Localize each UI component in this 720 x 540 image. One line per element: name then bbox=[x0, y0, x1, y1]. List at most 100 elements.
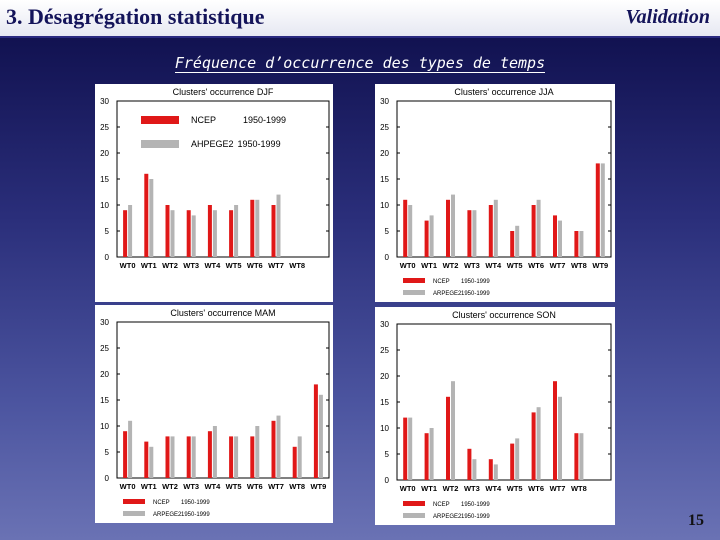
ncep-bar-wt4 bbox=[207, 205, 212, 257]
x-tick-label: WT2 bbox=[162, 261, 178, 270]
y-tick-label: 15 bbox=[380, 398, 389, 407]
arpege-bar-wt5 bbox=[234, 436, 239, 478]
arpege-bar-wt7 bbox=[276, 194, 281, 257]
x-tick-label: WT7 bbox=[268, 482, 284, 491]
x-tick-label: WT0 bbox=[120, 482, 136, 491]
slide-subtitle-text: Fréquence d’occurrence des types de temp… bbox=[174, 54, 546, 73]
ncep-bar-wt2 bbox=[446, 396, 450, 480]
legend-series-period: 1950-1999 bbox=[181, 500, 210, 506]
y-tick-label: 5 bbox=[385, 450, 390, 459]
legend-swatch bbox=[123, 499, 145, 504]
legend-swatch bbox=[403, 278, 425, 283]
arpege-bar-wt4 bbox=[212, 210, 217, 257]
legend-swatch bbox=[403, 290, 425, 295]
ncep-bar-wt5 bbox=[229, 210, 234, 257]
x-tick-label: WT2 bbox=[443, 484, 459, 493]
arpege-bar-wt8 bbox=[579, 231, 584, 257]
arpege-bar-wt3 bbox=[472, 459, 477, 480]
arpege-bar-wt8 bbox=[579, 433, 584, 480]
ncep-bar-wt3 bbox=[186, 210, 191, 257]
legend-swatch bbox=[123, 511, 145, 516]
x-tick-label: WT8 bbox=[571, 484, 587, 493]
y-tick-label: 30 bbox=[380, 97, 389, 106]
x-tick-label: WT2 bbox=[443, 261, 459, 270]
arpege-bar-wt4 bbox=[212, 426, 217, 478]
legend-swatch bbox=[141, 140, 179, 148]
y-tick-label: 10 bbox=[100, 422, 109, 431]
arpege-bar-wt4 bbox=[493, 464, 498, 480]
x-tick-label: WT4 bbox=[204, 261, 221, 270]
ncep-bar-wt5 bbox=[510, 443, 515, 480]
chart-svg: Clusters' occurrence MAM 0 5 10 15 20 25 30 WT0 W… bbox=[100, 308, 330, 518]
chart-svg: Clusters' occurrence JJA 0 5 10 15 20 25 30 WT0 W… bbox=[380, 87, 612, 297]
legend-series-period: 1950-1999 bbox=[461, 291, 490, 297]
arpege-bar-wt3 bbox=[472, 210, 477, 257]
y-tick-label: 20 bbox=[100, 370, 109, 379]
y-tick-label: 5 bbox=[105, 227, 110, 236]
legend-swatch bbox=[403, 513, 425, 518]
arpege-bar-wt6 bbox=[255, 199, 260, 257]
arpege-bar-wt2 bbox=[451, 194, 455, 257]
ncep-bar-wt1 bbox=[144, 441, 149, 478]
x-tick-label: WT6 bbox=[528, 261, 544, 270]
chart-title: Clusters' occurrence JJA bbox=[454, 87, 553, 97]
x-tick-label: WT5 bbox=[507, 261, 523, 270]
y-tick-label: 25 bbox=[100, 344, 109, 353]
ncep-bar-wt2 bbox=[165, 436, 170, 478]
legend-series-period: 1950-1999 bbox=[181, 512, 210, 518]
y-tick-label: 10 bbox=[380, 201, 389, 210]
arpege-bar-wt6 bbox=[536, 199, 541, 257]
x-tick-label: WT1 bbox=[141, 261, 157, 270]
slide-title: 3. Désagrégation statistique bbox=[6, 4, 265, 29]
x-tick-label: WT4 bbox=[204, 482, 221, 491]
ncep-bar-wt7 bbox=[271, 205, 276, 257]
ncep-bar-wt0 bbox=[403, 199, 408, 257]
page-number: 15 bbox=[688, 512, 704, 529]
arpege-bar-wt1 bbox=[149, 446, 154, 478]
legend-swatch bbox=[141, 116, 179, 124]
plot-frame bbox=[116, 100, 330, 258]
ncep-bar-wt3 bbox=[186, 436, 191, 478]
x-tick-label: WT0 bbox=[400, 484, 416, 493]
ncep-bar-wt9 bbox=[595, 163, 600, 257]
ncep-bar-wt0 bbox=[123, 431, 128, 478]
arpege-bar-wt1 bbox=[429, 428, 434, 480]
x-tick-label: WT9 bbox=[310, 482, 326, 491]
x-tick-label: WT6 bbox=[247, 261, 263, 270]
y-tick-label: 5 bbox=[385, 227, 390, 236]
arpege-bar-wt4 bbox=[493, 199, 498, 257]
x-tick-label: WT3 bbox=[464, 261, 480, 270]
arpege-bar-wt0 bbox=[128, 205, 133, 257]
arpege-bar-wt5 bbox=[234, 205, 239, 257]
y-tick-label: 30 bbox=[100, 318, 109, 327]
y-tick-label: 0 bbox=[105, 253, 110, 262]
arpege-bar-wt7 bbox=[276, 415, 281, 478]
ncep-bar-wt3 bbox=[467, 448, 472, 480]
x-tick-label: WT8 bbox=[289, 261, 305, 270]
legend-series-period: 1950-1999 bbox=[461, 514, 490, 520]
x-tick-label: WT3 bbox=[183, 261, 199, 270]
ncep-bar-wt4 bbox=[207, 431, 212, 478]
ncep-bar-wt5 bbox=[510, 231, 515, 257]
ncep-bar-wt1 bbox=[144, 173, 149, 257]
ncep-bar-wt7 bbox=[553, 381, 557, 480]
y-tick-label: 15 bbox=[100, 396, 109, 405]
legend-series-name: NCEP bbox=[433, 279, 450, 285]
ncep-bar-wt6 bbox=[250, 199, 255, 257]
legend-series-period: 1950-1999 bbox=[243, 115, 286, 125]
arpege-bar-wt8 bbox=[297, 436, 302, 478]
y-tick-label: 20 bbox=[100, 149, 109, 158]
arpege-bar-wt0 bbox=[408, 417, 413, 480]
y-tick-label: 25 bbox=[380, 346, 389, 355]
chart-son-panel: Clusters' occurrence SON 0 5 10 15 20 25 30 WT0 W… bbox=[375, 307, 615, 525]
y-tick-label: 10 bbox=[380, 424, 389, 433]
arpege-bar-wt2 bbox=[170, 210, 175, 257]
legend-series-period: 1950-1999 bbox=[461, 279, 490, 285]
y-tick-label: 0 bbox=[385, 253, 390, 262]
y-tick-label: 20 bbox=[380, 149, 389, 158]
ncep-bar-wt3 bbox=[467, 210, 472, 257]
x-tick-label: WT3 bbox=[464, 484, 480, 493]
legend-series-name: ARPEGE2 bbox=[433, 291, 462, 297]
y-tick-label: 25 bbox=[100, 123, 109, 132]
x-tick-label: WT0 bbox=[400, 261, 416, 270]
